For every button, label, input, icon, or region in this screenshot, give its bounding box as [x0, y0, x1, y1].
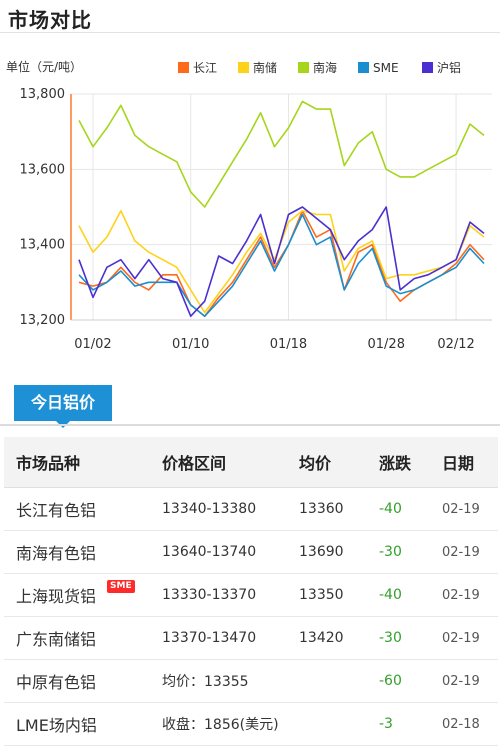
legend-label-2: 南储: [253, 60, 277, 75]
price-range: 均价：13355: [162, 674, 249, 690]
legend-label-3: 南海: [313, 60, 337, 75]
avg-price: 13420: [299, 630, 344, 646]
tab-today-price[interactable]: 今日铝价: [14, 385, 112, 421]
series-line-4: [78, 213, 485, 318]
table-row[interactable]: 中原有色铝 均价：13355 -60 02-19: [4, 660, 498, 703]
market-name[interactable]: 长江有色铝: [16, 501, 97, 520]
price-range: 13370-13470: [162, 630, 257, 646]
y-tick-label: 13,200: [20, 313, 66, 328]
price-range: 收盘：1856(美元): [162, 717, 279, 733]
series-line-2: [78, 210, 485, 314]
x-tick-label: 01/02: [74, 337, 111, 352]
legend-swatch-3: [298, 62, 309, 73]
header-change: 涨跌: [379, 454, 412, 473]
table-row[interactable]: LME场内铝 收盘：1856(美元) -3 02-18: [4, 703, 498, 746]
price-date: 02-19: [442, 544, 480, 560]
header-range: 价格区间: [162, 454, 227, 473]
price-range: 13640-13740: [162, 544, 257, 560]
avg-price: 13350: [299, 587, 344, 603]
price-change: -40: [379, 501, 402, 517]
market-name[interactable]: 广东南储铝: [16, 630, 97, 649]
table-header-row: 市场品种 价格区间 均价 涨跌 日期: [4, 437, 498, 488]
legend-swatch-1: [178, 62, 189, 73]
y-tick-label: 13,400: [20, 238, 66, 253]
page-header: 市场对比: [0, 0, 500, 34]
legend-swatch-4: [358, 62, 369, 73]
legend-label-5: 沪铝: [437, 60, 461, 75]
y-tick-label: 13,600: [20, 162, 66, 177]
table-row[interactable]: 广东南储铝 13370-13470 13420 -30 02-19: [4, 617, 498, 660]
legend-label-1: 长江: [193, 61, 217, 75]
price-date: 02-19: [442, 673, 480, 689]
price-change: -3: [379, 716, 393, 732]
legend-label-4: SME: [373, 61, 399, 75]
x-tick-label: 01/18: [270, 337, 307, 352]
legend-swatch-2: [238, 62, 249, 73]
market-name[interactable]: 中原有色铝: [16, 673, 97, 692]
series-line-3: [78, 100, 485, 208]
market-name[interactable]: 南海有色铝: [16, 544, 97, 563]
y-axis-label: 单位（元/吨）: [6, 59, 82, 74]
header-avg: 均价: [299, 454, 332, 473]
price-range: 13330-13370: [162, 587, 257, 603]
sme-badge: SME: [107, 580, 135, 593]
table-row[interactable]: 南海有色铝 13640-13740 13690 -30 02-19: [4, 531, 498, 574]
price-range: 13340-13380: [162, 501, 257, 517]
price-date: 02-19: [442, 630, 480, 646]
price-table: 市场品种 价格区间 均价 涨跌 日期 长江有色铝 13340-13380 133…: [4, 437, 498, 746]
price-line-chart: 单位（元/吨） 长江 南储 南海 SME 沪铝 13,200 13,400 13,600 13,8…: [6, 59, 492, 352]
price-date: 02-19: [442, 501, 480, 517]
page-title: 市场对比: [8, 8, 92, 32]
x-tick-label: 01/28: [368, 337, 405, 352]
price-change: -40: [379, 587, 402, 603]
tab-bar: 今日铝价: [0, 385, 500, 428]
tab-divider: [0, 424, 500, 426]
avg-price: 13690: [299, 544, 344, 560]
price-change: -60: [379, 673, 402, 689]
table-row[interactable]: 长江有色铝 13340-13380 13360 -40 02-19: [4, 488, 498, 531]
header-divider: [0, 32, 500, 33]
price-date: 02-19: [442, 587, 480, 603]
y-tick-label: 13,800: [20, 87, 66, 102]
market-name[interactable]: 上海现货铝: [16, 587, 97, 606]
price-change: -30: [379, 630, 402, 646]
series-line-1: [78, 210, 485, 318]
header-market: 市场品种: [16, 454, 81, 473]
x-tick-label: 02/12: [437, 337, 474, 352]
header-date: 日期: [442, 454, 475, 473]
avg-price: 13360: [299, 501, 344, 517]
price-date: 02-18: [442, 716, 480, 732]
x-tick-label: 01/10: [172, 337, 209, 352]
price-change: -30: [379, 544, 402, 560]
table-row[interactable]: 上海现货铝 SME 13330-13370 13350 -40 02-19: [4, 574, 498, 617]
series-line-5: [78, 206, 485, 318]
legend-swatch-5: [422, 62, 433, 73]
market-name[interactable]: LME场内铝: [16, 716, 97, 735]
